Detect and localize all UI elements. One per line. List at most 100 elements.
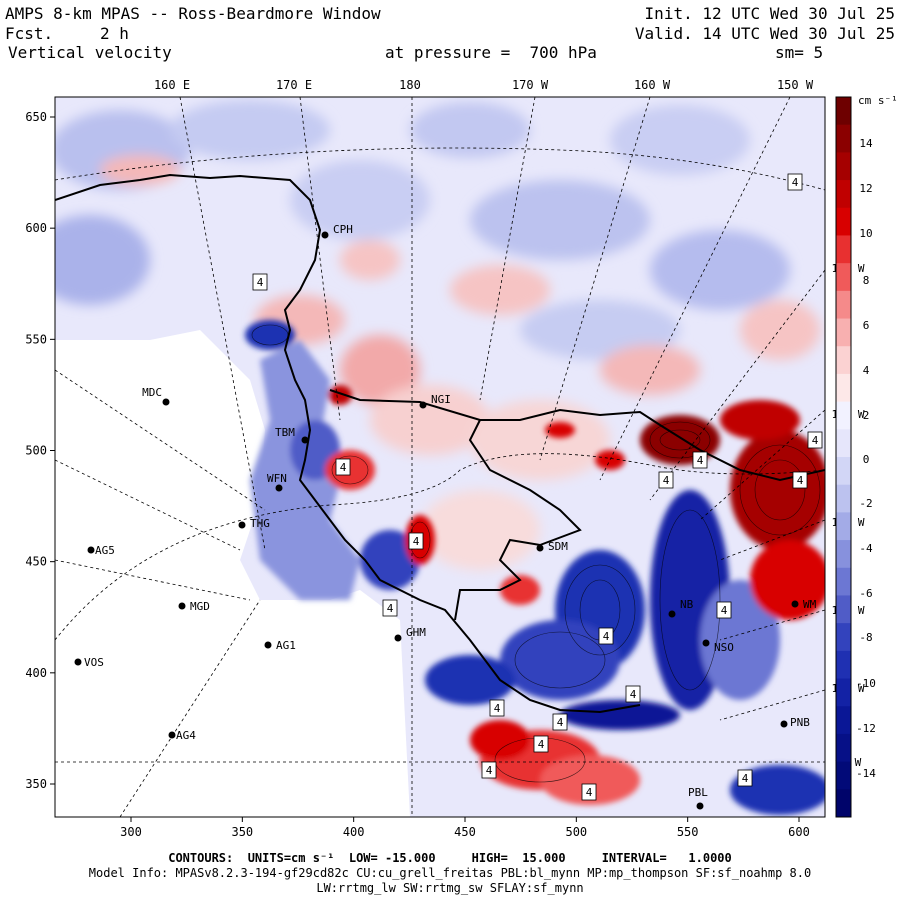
station-dot (87, 546, 95, 554)
station-dot (780, 720, 788, 728)
colorbar-label: -2 (859, 497, 872, 510)
station-label: AG5 (95, 544, 115, 557)
colorbar-label: 6 (863, 319, 870, 332)
colorbar-swatch (836, 484, 851, 513)
longitude-label: 150 W (777, 78, 814, 92)
contour-label-box (716, 601, 732, 619)
contour-label-box (408, 532, 424, 550)
station-dot (394, 634, 402, 642)
colorbar-swatch (836, 567, 851, 596)
forecast-label: Fcst. (5, 24, 54, 43)
longitude-label: 160 W (634, 78, 671, 92)
y-tick-label: 550 (25, 332, 47, 346)
colorbar-swatch (836, 789, 851, 818)
y-axis: 650 600 550 500 450 400 350 (25, 110, 55, 791)
colorbar-swatch (836, 263, 851, 292)
colorbar-swatch (836, 650, 851, 680)
colorbar-swatch (836, 152, 851, 181)
colorbar-label: 12 (859, 182, 872, 195)
contour-label: 4 (340, 461, 347, 474)
contour-label-box (807, 431, 823, 449)
contour-label-box (533, 735, 549, 753)
physics-info: LW:rrtmg_lw SW:rrtmg_sw SFLAY:sf_mynn (316, 881, 584, 895)
colorbar-label: 14 (859, 137, 873, 150)
smoothing-label: sm= 5 (775, 43, 824, 62)
x-tick-label: 600 (788, 825, 810, 839)
colorbar-swatch (836, 318, 851, 347)
x-tick-label: 450 (454, 825, 476, 839)
colorbar-swatch (836, 457, 851, 486)
station-label: MDC (142, 386, 162, 399)
colorbar-label: -4 (859, 542, 873, 555)
x-tick-label: 550 (677, 825, 699, 839)
colorbar-label: 10 (859, 227, 872, 240)
colorbar-swatch (836, 180, 851, 209)
contour-label-box (737, 769, 753, 787)
contour-label: 4 (721, 604, 728, 617)
colorbar-label: 0 (863, 453, 870, 466)
contour-label: 4 (486, 764, 493, 777)
colorbar-swatch (836, 623, 851, 652)
contours-info: CONTOURS: UNITS=cm s⁻¹ LOW= -15.000 HIGH… (168, 851, 732, 865)
station-dot (536, 544, 544, 552)
station-label: AG4 (176, 729, 196, 742)
contour-label-box (787, 173, 803, 191)
y-tick-label: 600 (25, 221, 47, 235)
station-label: PNB (790, 716, 810, 729)
longitude-label: 170 W (512, 78, 549, 92)
contour-label: 4 (603, 630, 610, 643)
colorbar-units: cm s⁻¹ (858, 94, 898, 107)
field-shading (55, 97, 825, 817)
contour-label-box (658, 471, 674, 489)
colorbar-label: -12 (856, 722, 876, 735)
station-label: NSO (714, 641, 734, 654)
contour-label-box (581, 783, 597, 801)
valid-time: Valid. 14 UTC Wed 30 Jul 25 (634, 24, 895, 43)
colorbar-swatch (836, 124, 851, 153)
station-dot (275, 484, 283, 492)
colorbar-swatch (836, 429, 851, 458)
station-label: WFN (267, 472, 287, 485)
contour-label: 4 (797, 474, 804, 487)
y-tick-label: 450 (25, 555, 47, 569)
colorbar-label: -10 (856, 677, 876, 690)
station-dot (238, 521, 246, 529)
forecast-hour: 2 h (100, 24, 129, 43)
plot-frame (54, 96, 826, 818)
contour-label: 4 (538, 738, 545, 751)
station-dot (321, 231, 329, 239)
colorbar-swatch (836, 706, 851, 735)
contour-label: 4 (494, 702, 501, 715)
y-tick-label: 400 (25, 666, 47, 680)
colorbar-label: -14 (856, 767, 876, 780)
contour-label-box (489, 699, 505, 717)
station-dot (264, 641, 272, 649)
x-tick-label: 350 (231, 825, 253, 839)
colorbar-swatch (836, 595, 851, 624)
colorbar-swatch (836, 346, 851, 375)
colorbar-swatch (836, 540, 851, 569)
graticule (55, 97, 825, 817)
y-tick-label: 650 (25, 110, 47, 124)
contour-label: 4 (792, 176, 799, 189)
contour-label-box (625, 685, 641, 703)
station-dot (702, 639, 710, 647)
station-label: PBL (688, 786, 708, 799)
x-tick-label: 400 (343, 825, 365, 839)
colorbar-swatch (836, 678, 851, 707)
contour-label-box (335, 458, 351, 476)
contour-label: 4 (742, 772, 749, 785)
station-label: NB (680, 598, 694, 611)
contour-label: 4 (630, 688, 637, 701)
contour-label-box (481, 761, 497, 779)
station-dot (168, 731, 176, 739)
field-name: Vertical velocity (8, 43, 172, 62)
longitude-label: 170 E (276, 78, 312, 92)
colorbar-label: 8 (863, 274, 870, 287)
station-label: CPH (333, 223, 353, 236)
colorbar-swatch (836, 373, 851, 403)
station-label: TBM (275, 426, 295, 439)
colorbar-swatch (836, 733, 851, 763)
